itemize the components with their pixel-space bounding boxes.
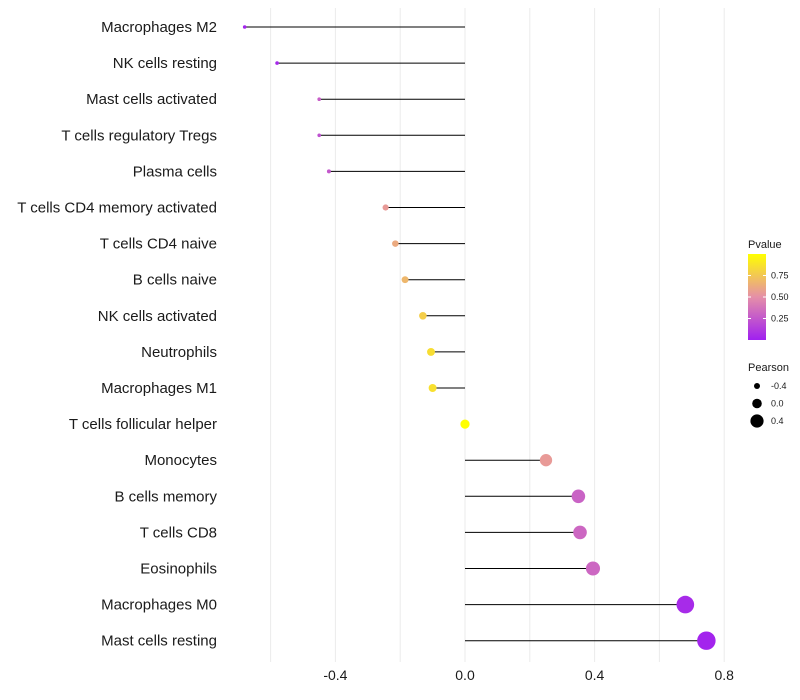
data-point <box>585 561 601 576</box>
pvalue-legend: Pvalue 0.25 0.50 0.75 <box>748 239 789 340</box>
colorbar-tick-label: 0.75 <box>771 271 789 281</box>
data-point <box>392 240 399 247</box>
category-label: T cells CD4 memory activated <box>17 200 217 217</box>
category-label: T cells CD4 naive <box>100 236 217 253</box>
data-point <box>676 595 695 614</box>
category-label: Mast cells activated <box>86 91 217 108</box>
size-legend-label: -0.4 <box>771 381 787 391</box>
category-label: NK cells activated <box>98 308 217 325</box>
data-point <box>539 454 553 467</box>
category-label: T cells CD8 <box>140 524 217 541</box>
pvalue-legend-title: Pvalue <box>748 239 782 251</box>
category-label: Monocytes <box>144 452 217 469</box>
size-legend-key <box>750 414 764 428</box>
size-legend-label: 0.0 <box>771 399 784 409</box>
pvalue-colorbar <box>748 254 766 340</box>
data-point <box>573 525 587 540</box>
category-label: B cells memory <box>114 488 217 505</box>
size-legend-label: 0.4 <box>771 416 784 426</box>
category-label: Macrophages M2 <box>101 19 217 36</box>
category-label: Neutrophils <box>141 344 217 361</box>
x-tick-label: -0.4 <box>323 667 347 683</box>
colorbar-tick-label: 0.25 <box>771 314 789 324</box>
category-label: B cells naive <box>133 272 217 289</box>
category-label: Eosinophils <box>140 561 217 578</box>
data-point <box>419 312 427 320</box>
pearson-legend: Pearson -0.4 0.0 0.4 <box>748 362 789 428</box>
data-point <box>317 97 322 102</box>
category-labels: Macrophages M2 NK cells resting Mast cells… <box>17 19 217 650</box>
data-point <box>427 347 435 356</box>
category-label: T cells regulatory Tregs <box>61 127 217 144</box>
category-label: NK cells resting <box>113 55 217 72</box>
category-label: Plasma cells <box>133 163 217 180</box>
x-tick-label: 0.0 <box>455 667 475 683</box>
data-point <box>275 61 279 65</box>
lollipop-points <box>242 25 716 650</box>
size-legend-key <box>752 398 762 409</box>
category-label: T cells follicular helper <box>69 416 217 433</box>
data-point <box>697 631 716 650</box>
category-label: Mast cells resting <box>101 633 217 650</box>
data-point <box>401 276 409 284</box>
x-tick-label: 0.4 <box>585 667 605 683</box>
size-legend-key <box>754 383 760 389</box>
category-label: Macrophages M0 <box>101 597 217 614</box>
pearson-legend-title: Pearson <box>748 362 789 374</box>
colorbar-tick-label: 0.50 <box>771 292 789 302</box>
category-label: Macrophages M1 <box>101 380 217 397</box>
data-point <box>460 419 470 429</box>
data-point <box>326 169 331 174</box>
data-point <box>571 489 586 504</box>
lollipop-sticks <box>244 26 707 642</box>
data-point <box>242 25 247 29</box>
x-tick-label: 0.8 <box>714 667 734 683</box>
data-point <box>428 384 437 392</box>
x-axis-tick-labels: -0.4 0.0 0.4 0.8 <box>323 667 734 683</box>
data-point <box>317 133 322 138</box>
data-point <box>382 204 389 211</box>
grid-lines <box>270 8 725 662</box>
